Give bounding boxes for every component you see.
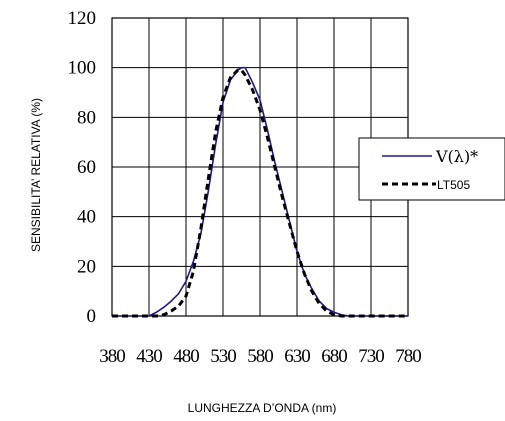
y-tick-label: 0: [87, 306, 97, 327]
legend-box: [358, 137, 505, 201]
y-tick-label: 40: [77, 207, 96, 228]
y-tick-label: 80: [77, 107, 96, 128]
x-tick-label: 580: [247, 346, 273, 367]
y-axis-ticks: 0 20 40 60 80 100 120: [68, 8, 97, 327]
x-tick-label: 380: [99, 346, 125, 367]
legend-label-lt505: LT505: [437, 178, 470, 192]
x-axis-label: LUNGHEZZA D’ONDA (nm): [188, 401, 337, 415]
x-tick-label: 730: [358, 346, 384, 367]
series-line-v-lambda: [112, 66, 408, 317]
x-tick-label: 680: [321, 346, 347, 367]
series-lines: [112, 66, 408, 318]
y-tick-label: 20: [77, 256, 96, 277]
y-tick-label: 60: [77, 157, 96, 178]
y-axis-label: SENSIBILITA’ RELATIVA (%): [29, 98, 43, 252]
y-tick-label: 120: [68, 8, 97, 29]
legend: V(λ)* LT505: [358, 137, 505, 201]
series-line-lt505: [112, 68, 408, 318]
x-tick-label: 430: [136, 346, 162, 367]
y-tick-label: 100: [68, 58, 97, 79]
x-tick-label: 630: [284, 346, 310, 367]
x-tick-label: 530: [210, 346, 236, 367]
legend-label-v-lambda: V(λ)*: [435, 147, 478, 166]
x-axis-ticks: 380 430 480 530 580 630 680 730 780: [99, 346, 422, 367]
x-tick-label: 480: [173, 346, 199, 367]
x-tick-label: 780: [395, 346, 421, 367]
